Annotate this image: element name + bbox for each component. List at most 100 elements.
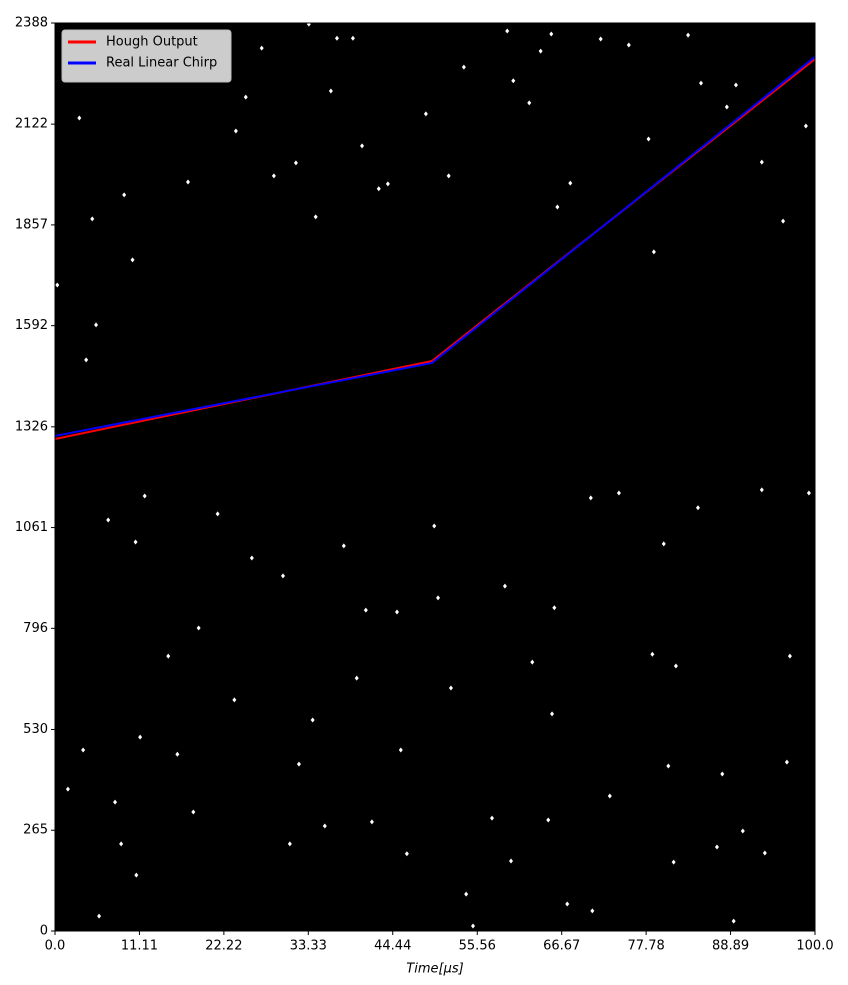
series-line	[54, 56, 816, 437]
noise-point	[138, 734, 143, 740]
x-tick-label: 0.0	[45, 939, 66, 954]
y-tick-label: 530	[23, 722, 48, 737]
x-tick-label: 22.22	[205, 939, 242, 954]
noise-point	[432, 523, 437, 529]
noise-point	[699, 80, 703, 86]
noise-point	[90, 216, 95, 222]
plot-area	[55, 23, 815, 931]
noise-point	[568, 180, 573, 186]
noise-point	[720, 771, 725, 777]
noise-point	[759, 487, 764, 493]
noise-point	[398, 747, 403, 753]
y-tick-label: 1326	[15, 419, 48, 434]
noise-point	[354, 675, 359, 681]
noise-point	[232, 697, 237, 703]
noise-point	[328, 88, 333, 94]
noise-point	[464, 891, 469, 897]
y-tick-label: 1592	[15, 318, 48, 333]
noise-point	[803, 123, 808, 129]
noise-point	[55, 282, 60, 288]
noise-point	[446, 173, 451, 179]
noise-point	[385, 181, 390, 187]
noise-point	[511, 78, 516, 84]
noise-point	[509, 858, 513, 864]
noise-point	[191, 809, 196, 815]
noise-point	[142, 493, 147, 499]
x-tick-label: 66.67	[543, 939, 580, 954]
noise-point	[65, 786, 70, 792]
noise-point	[607, 793, 612, 799]
plot-frame	[54, 22, 816, 932]
x-tick-label: 88.89	[712, 939, 749, 954]
noise-point	[530, 659, 535, 665]
legend-label: Hough Output	[106, 35, 198, 50]
noise-point	[724, 104, 729, 110]
noise-point	[363, 607, 368, 613]
noise-point	[360, 143, 365, 149]
noise-point	[186, 179, 190, 185]
noise-point	[673, 663, 678, 669]
y-tick-label: 2122	[15, 117, 48, 132]
noise-point	[113, 799, 118, 805]
noise-point	[616, 490, 621, 496]
noise-point	[77, 115, 82, 121]
noise-point	[546, 817, 551, 823]
noise-point	[215, 511, 220, 517]
noise-point	[122, 192, 127, 198]
noise-point	[650, 651, 655, 657]
noise-point	[505, 28, 510, 34]
noise-point	[341, 543, 346, 549]
noise-point	[436, 595, 441, 601]
legend-box	[61, 29, 232, 83]
noise-point	[134, 872, 139, 878]
noise-point	[395, 609, 399, 615]
noise-point	[259, 45, 264, 51]
noise-point	[81, 747, 86, 753]
noise-point	[759, 159, 764, 165]
noise-point	[502, 583, 507, 589]
noise-point	[598, 36, 603, 42]
noise-point	[249, 555, 254, 561]
noise-point	[287, 841, 292, 847]
noise-point	[130, 257, 135, 263]
y-tick-label: 2388	[15, 16, 48, 31]
noise-point	[552, 605, 557, 611]
noise-point	[490, 815, 494, 821]
noise-point	[94, 322, 99, 328]
noise-point	[651, 249, 656, 255]
noise-point	[555, 204, 560, 210]
noise-point	[538, 48, 543, 54]
noise-point	[196, 625, 201, 631]
noise-point	[731, 918, 736, 924]
noise-point	[175, 751, 180, 757]
noise-point	[671, 859, 676, 865]
noise-point	[626, 42, 631, 48]
noise-point	[166, 653, 171, 659]
noise-point	[740, 828, 745, 834]
noise-point	[784, 759, 789, 765]
noise-point	[133, 539, 138, 545]
noise-point	[733, 82, 738, 88]
noise-point	[334, 35, 339, 41]
noise-point	[313, 214, 318, 220]
x-tick-label: 100.0	[796, 939, 833, 954]
noise-point	[695, 505, 700, 511]
y-tick-label: 265	[23, 823, 48, 838]
noise-point	[350, 35, 355, 41]
noise-point	[404, 851, 409, 857]
x-axis-label: Time[μs]	[406, 962, 463, 977]
noise-point	[293, 160, 298, 166]
noise-point	[666, 763, 671, 769]
noise-point	[549, 31, 554, 37]
x-tick-label: 77.78	[628, 939, 665, 954]
noise-point	[714, 844, 719, 850]
noise-point	[550, 711, 555, 717]
noise-point	[233, 128, 238, 134]
noise-point	[590, 908, 595, 914]
noise-point	[781, 218, 786, 224]
noise-point	[322, 823, 327, 829]
noise-point	[106, 517, 111, 523]
noise-point	[762, 850, 767, 856]
noise-point	[448, 685, 453, 691]
